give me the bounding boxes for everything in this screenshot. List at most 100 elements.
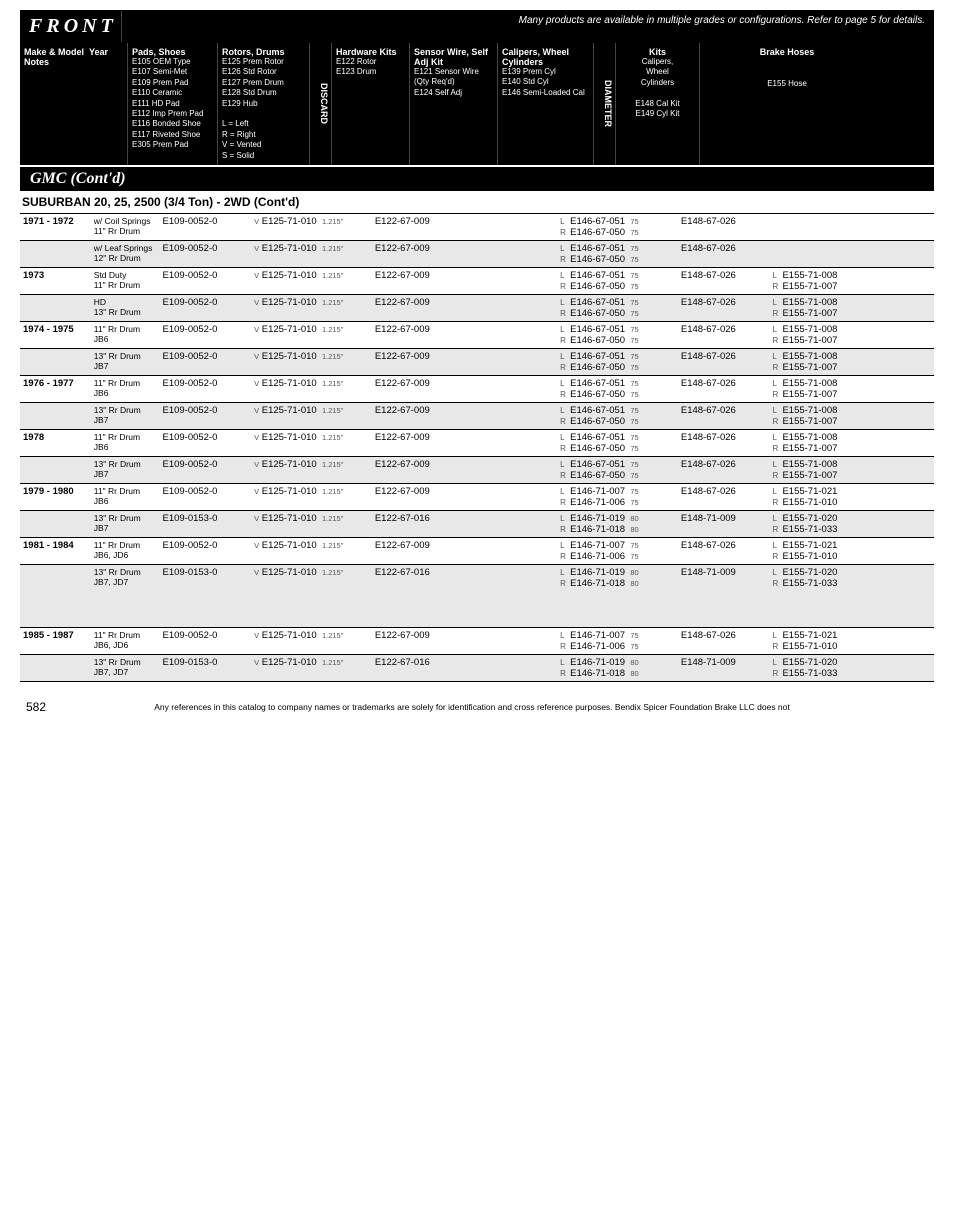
cell-sensor	[461, 564, 557, 627]
cell-kit: E148-67-026	[678, 267, 770, 294]
cell-hose	[769, 240, 934, 267]
cell-hardware: E122-67-016	[372, 654, 462, 681]
cell-notes: 11" Rr DrumJB6, JD6	[91, 537, 160, 564]
cell-year	[20, 348, 91, 375]
cell-pad: E109-0153-0	[159, 654, 251, 681]
cell-kit: E148-71-009	[678, 564, 770, 627]
cell-sensor	[461, 294, 557, 321]
cell-hose: LE155-71-008RE155-71-007	[769, 294, 934, 321]
cell-hardware: E122-67-009	[372, 456, 462, 483]
front-letter: T	[99, 15, 115, 38]
cell-year	[20, 510, 91, 537]
cell-hardware: E122-67-009	[372, 321, 462, 348]
cell-rotor: V E125-71-010 1.215"	[251, 375, 372, 402]
col-discard: DISCARD	[310, 43, 332, 165]
cell-notes: w/ Leaf Springs12" Rr Drum	[91, 240, 160, 267]
cell-notes: 11" Rr DrumJB6	[91, 429, 160, 456]
cell-caliper: LE146-67-051 75RE146-67-050 75	[557, 294, 678, 321]
cell-sensor	[461, 510, 557, 537]
cell-year	[20, 564, 91, 627]
cell-sensor	[461, 267, 557, 294]
front-letter: O	[62, 15, 80, 38]
cell-kit: E148-67-026	[678, 321, 770, 348]
cell-kit: E148-67-026	[678, 294, 770, 321]
cell-pad: E109-0052-0	[159, 429, 251, 456]
col-hoses-sub: E155 Hose	[704, 79, 870, 89]
cell-pad: E109-0052-0	[159, 537, 251, 564]
section-title: GMC (Cont'd)	[20, 167, 934, 191]
cell-hose: LE155-71-008RE155-71-007	[769, 429, 934, 456]
cell-pad: E109-0052-0	[159, 483, 251, 510]
table-row: 1974 - 197511" Rr DrumJB6E109-0052-0V E1…	[20, 321, 934, 348]
data-table: 1971 - 1972w/ Coil Springs11" Rr DrumE10…	[20, 214, 934, 682]
cell-rotor: V E125-71-010 1.215"	[251, 654, 372, 681]
cell-hardware: E122-67-009	[372, 537, 462, 564]
cell-notes: HD13" Rr Drum	[91, 294, 160, 321]
col-kits-title: Kits	[649, 47, 666, 57]
cell-hose: LE155-71-008RE155-71-007	[769, 456, 934, 483]
front-letter: F	[27, 15, 44, 38]
cell-rotor: V E125-71-010 1.215"	[251, 483, 372, 510]
cell-notes: Std Duty11" Rr Drum	[91, 267, 160, 294]
cell-caliper: LE146-71-019 80RE146-71-018 80	[557, 654, 678, 681]
cell-hose: LE155-71-008RE155-71-007	[769, 375, 934, 402]
cell-hardware: E122-67-009	[372, 348, 462, 375]
column-header-row: Make & Model Year Notes Pads, ShoesE105 …	[20, 43, 934, 165]
cell-year	[20, 294, 91, 321]
front-letter: N	[80, 15, 98, 38]
cell-kit: E148-71-009	[678, 654, 770, 681]
cell-year	[20, 654, 91, 681]
cell-caliper: LE146-67-051 75RE146-67-050 75	[557, 214, 678, 241]
cell-kit: E148-67-026	[678, 429, 770, 456]
col-hardware-sub: E122 RotorE123 Drum	[336, 57, 405, 78]
cell-notes: 13" Rr DrumJB7	[91, 510, 160, 537]
table-row: 13" Rr DrumJB7E109-0052-0V E125-71-010 1…	[20, 402, 934, 429]
table-row: 1985 - 198711" Rr DrumJB6, JD6E109-0052-…	[20, 627, 934, 654]
cell-pad: E109-0052-0	[159, 375, 251, 402]
cell-sensor	[461, 627, 557, 654]
cell-hardware: E122-67-016	[372, 564, 462, 627]
cell-year: 1985 - 1987	[20, 627, 91, 654]
cell-hardware: E122-67-016	[372, 510, 462, 537]
cell-hardware: E122-67-009	[372, 429, 462, 456]
cell-caliper: LE146-67-051 75RE146-67-050 75	[557, 429, 678, 456]
cell-kit: E148-67-026	[678, 627, 770, 654]
cell-year: 1979 - 1980	[20, 483, 91, 510]
cell-hardware: E122-67-009	[372, 375, 462, 402]
cell-hardware: E122-67-009	[372, 240, 462, 267]
cell-rotor: V E125-71-010 1.215"	[251, 294, 372, 321]
cell-sensor	[461, 537, 557, 564]
cell-kit: E148-71-009	[678, 510, 770, 537]
cell-rotor: V E125-71-010 1.215"	[251, 564, 372, 627]
cell-hose: LE155-71-020RE155-71-033	[769, 654, 934, 681]
cell-caliper: LE146-71-007 75RE146-71-006 75	[557, 483, 678, 510]
cell-pad: E109-0153-0	[159, 510, 251, 537]
cell-hose: LE155-71-021RE155-71-010	[769, 537, 934, 564]
page-number: 582	[26, 700, 46, 714]
cell-year: 1974 - 1975	[20, 321, 91, 348]
cell-hardware: E122-67-009	[372, 402, 462, 429]
cell-pad: E109-0052-0	[159, 240, 251, 267]
cell-kit: E148-67-026	[678, 402, 770, 429]
col-make-model: Make & Model	[24, 47, 84, 57]
cell-caliper: LE146-71-007 75RE146-71-006 75	[557, 537, 678, 564]
table-row: 1976 - 197711" Rr DrumJB6E109-0052-0V E1…	[20, 375, 934, 402]
cell-rotor: V E125-71-010 1.215"	[251, 240, 372, 267]
cell-sensor	[461, 429, 557, 456]
cell-hardware: E122-67-009	[372, 214, 462, 241]
cell-kit: E148-67-026	[678, 375, 770, 402]
cell-kit: E148-67-026	[678, 483, 770, 510]
cell-sensor	[461, 483, 557, 510]
cell-pad: E109-0052-0	[159, 321, 251, 348]
cell-sensor	[461, 321, 557, 348]
table-row: 13" Rr DrumJB7E109-0052-0V E125-71-010 1…	[20, 456, 934, 483]
cell-kit: E148-67-026	[678, 456, 770, 483]
cell-year: 1981 - 1984	[20, 537, 91, 564]
table-row: 13" Rr DrumJB7, JD7E109-0153-0V E125-71-…	[20, 654, 934, 681]
cell-caliper: LE146-67-051 75RE146-67-050 75	[557, 240, 678, 267]
col-sensor-sub: E121 Sensor Wire(Qty Req'd)E124 Self Adj	[414, 67, 493, 98]
col-diameter: DIAMETER	[594, 43, 616, 165]
cell-year: 1978	[20, 429, 91, 456]
cell-rotor: V E125-71-010 1.215"	[251, 510, 372, 537]
cell-year: 1973	[20, 267, 91, 294]
